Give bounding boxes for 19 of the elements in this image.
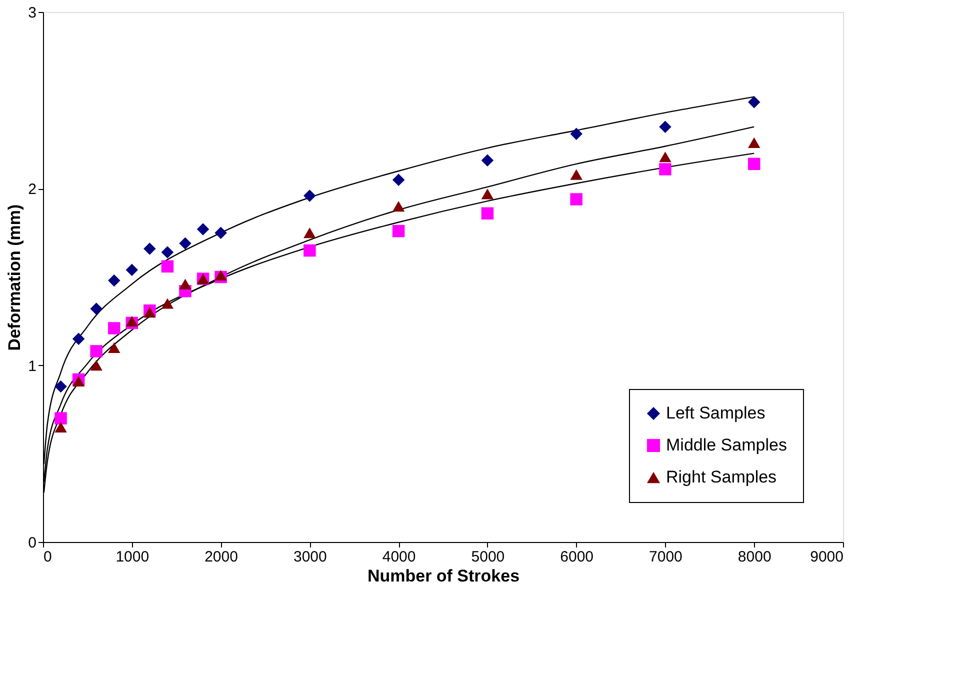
legend-label: Middle Samples bbox=[666, 436, 787, 454]
y-tick-label: 2 bbox=[28, 181, 36, 198]
x-tick-label: 1000 bbox=[116, 548, 150, 566]
y-tick-label: 3 bbox=[28, 4, 36, 22]
x-tick-label: 7000 bbox=[649, 548, 682, 566]
x-tick-label: 5000 bbox=[471, 548, 505, 566]
y-axis-title: Deformation (mm) bbox=[5, 204, 24, 351]
x-tick-label: 3000 bbox=[293, 548, 327, 566]
x-tick-label: 9000 bbox=[810, 548, 844, 566]
x-tick-label: 2000 bbox=[204, 548, 238, 566]
legend-label: Right Samples bbox=[666, 468, 777, 486]
x-tick-label: 8000 bbox=[738, 548, 772, 566]
y-tick-label: 1 bbox=[28, 358, 36, 375]
x-tick-label: 4000 bbox=[382, 548, 416, 566]
x-tick-label: 0 bbox=[44, 548, 52, 566]
y-tick-label: 0 bbox=[28, 534, 36, 552]
legend-label: Left Samples bbox=[666, 404, 766, 422]
x-axis-title: Number of Strokes bbox=[367, 566, 520, 586]
x-tick-label: 6000 bbox=[560, 548, 594, 566]
